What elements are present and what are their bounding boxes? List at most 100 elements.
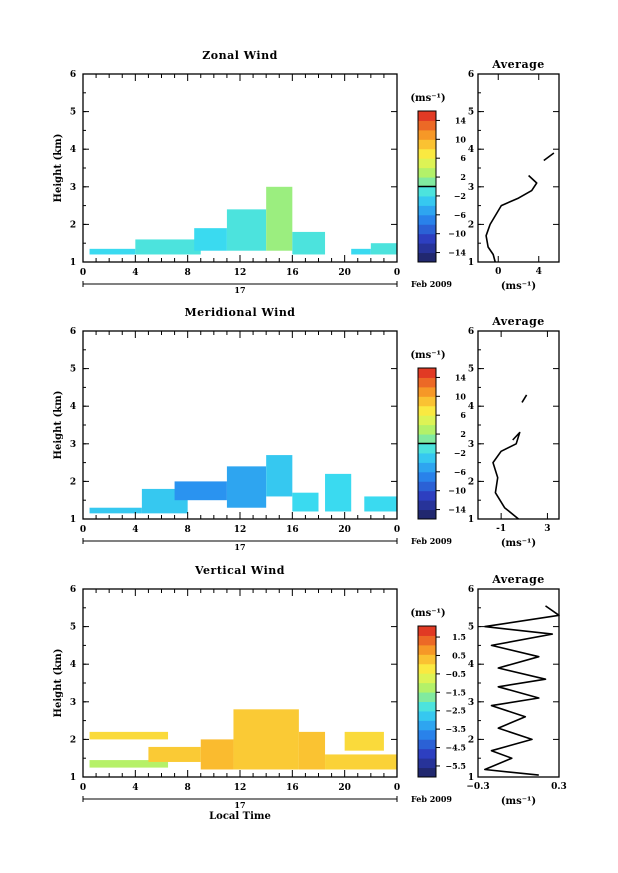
avg-y-tick-label: 5 (468, 365, 474, 375)
colorbar-band (418, 148, 436, 159)
colorbar-band (418, 377, 436, 388)
colorbar-tick-label: 2 (460, 429, 466, 439)
y-tick-label: 3 (70, 440, 76, 450)
colorbar-tick-label: −5.5 (445, 761, 466, 771)
y-tick-label: 3 (70, 183, 76, 193)
y-tick-label: 1 (70, 515, 76, 525)
colorbar-tick-label: −6 (454, 210, 467, 220)
colorbar-tick-label: −6 (454, 467, 467, 477)
colorbar-band (418, 243, 436, 254)
x-tick-label: 20 (338, 268, 351, 278)
colorbar-band (418, 177, 436, 187)
data-cell (226, 209, 267, 251)
colorbar-tick-label: −2.5 (445, 706, 466, 716)
colorbar-tick-label: 0.5 (452, 650, 466, 660)
y-tick-label: 1 (70, 773, 76, 783)
colorbar-band (418, 729, 436, 740)
average-profile-line (485, 174, 538, 263)
x-tick-label: 16 (286, 268, 299, 278)
avg-x-tick-label: 3 (544, 524, 550, 534)
colorbar-band (418, 424, 436, 435)
avg-y-tick-label: 4 (468, 402, 474, 412)
avg-y-tick-label: 5 (468, 108, 474, 118)
colorbar-band (418, 396, 436, 407)
colorbar-tick-label: −0.5 (445, 669, 466, 679)
colorbar-unit-label: (ms⁻¹) (410, 608, 445, 619)
colorbar-band (418, 739, 436, 750)
colorbar-band (418, 434, 436, 444)
data-cell (89, 507, 142, 514)
y-tick-label: 5 (70, 365, 76, 375)
colorbar-tick-label: 10 (455, 134, 467, 144)
data-cell (174, 481, 227, 501)
avg-x-axis-label: (ms⁻¹) (501, 796, 536, 807)
y-tick-label: 2 (70, 477, 76, 487)
data-cell (325, 754, 397, 770)
colorbar-band (418, 405, 436, 416)
average-profile-line (521, 394, 528, 403)
data-cell (292, 231, 326, 255)
data-cell (135, 239, 201, 255)
colorbar-unit-label: (ms⁻¹) (410, 350, 445, 361)
colorbar-band (418, 462, 436, 473)
day-label: 17 (234, 285, 245, 295)
x-tick-label: 20 (338, 783, 351, 793)
colorbar-band (418, 111, 436, 121)
average-frame (477, 73, 560, 263)
colorbar-band (418, 720, 436, 731)
colorbar-tick-label: −14 (448, 505, 466, 515)
x-tick-label: 4 (132, 268, 138, 278)
colorbar-band (418, 368, 436, 378)
colorbar-band (418, 654, 436, 665)
data-cell (233, 709, 299, 770)
avg-y-tick-label: 5 (468, 623, 474, 633)
average-frame (477, 330, 560, 520)
colorbar-tick-label: 6 (460, 153, 466, 163)
colorbar-tick-label: 14 (455, 115, 467, 125)
avg-x-tick-label: 0 (495, 267, 501, 277)
data-cell (89, 731, 169, 740)
avg-x-axis-label: (ms⁻¹) (501, 538, 536, 549)
colorbar-band (418, 644, 436, 655)
colorbar-tick-label: 14 (455, 372, 467, 382)
average-title: Average (491, 58, 545, 71)
y-tick-label: 2 (70, 220, 76, 230)
data-cell (148, 746, 201, 762)
avg-y-tick-label: 2 (468, 735, 474, 745)
y-tick-label: 2 (70, 735, 76, 745)
data-cell (364, 496, 397, 512)
x-tick-label: 8 (185, 525, 191, 535)
colorbar-band (418, 415, 436, 426)
colorbar-band (418, 120, 436, 131)
plot-title: Meridional Wind (184, 306, 295, 319)
x-tick-label: 0 (80, 268, 86, 278)
average-profile-line (483, 605, 560, 776)
x-tick-label: 0 (394, 268, 400, 278)
data-cell (344, 731, 384, 751)
colorbar-tick-label: −4.5 (445, 743, 466, 753)
avg-y-tick-label: 1 (468, 515, 474, 525)
x-tick-label: 16 (286, 525, 299, 535)
colorbar-tick-label: 10 (455, 391, 467, 401)
colorbar-band (418, 635, 436, 646)
colorbar-band (418, 233, 436, 244)
x-tick-label: 12 (234, 783, 247, 793)
colorbar-band (418, 500, 436, 511)
avg-y-tick-label: 2 (468, 477, 474, 487)
avg-y-tick-label: 1 (468, 773, 474, 783)
avg-y-tick-label: 3 (468, 183, 474, 193)
colorbar-band (418, 443, 436, 454)
avg-y-tick-label: 4 (468, 660, 474, 670)
colorbar-tick-label: −1.5 (445, 687, 466, 697)
x-tick-label: 16 (286, 783, 299, 793)
y-axis-label: Height (km) (53, 391, 64, 460)
colorbar-band (418, 214, 436, 225)
colorbar-tick-label: −10 (448, 486, 466, 496)
data-cell (325, 473, 352, 512)
colorbar-band (418, 767, 436, 778)
colorbar-tick-label: 1.5 (452, 632, 466, 642)
